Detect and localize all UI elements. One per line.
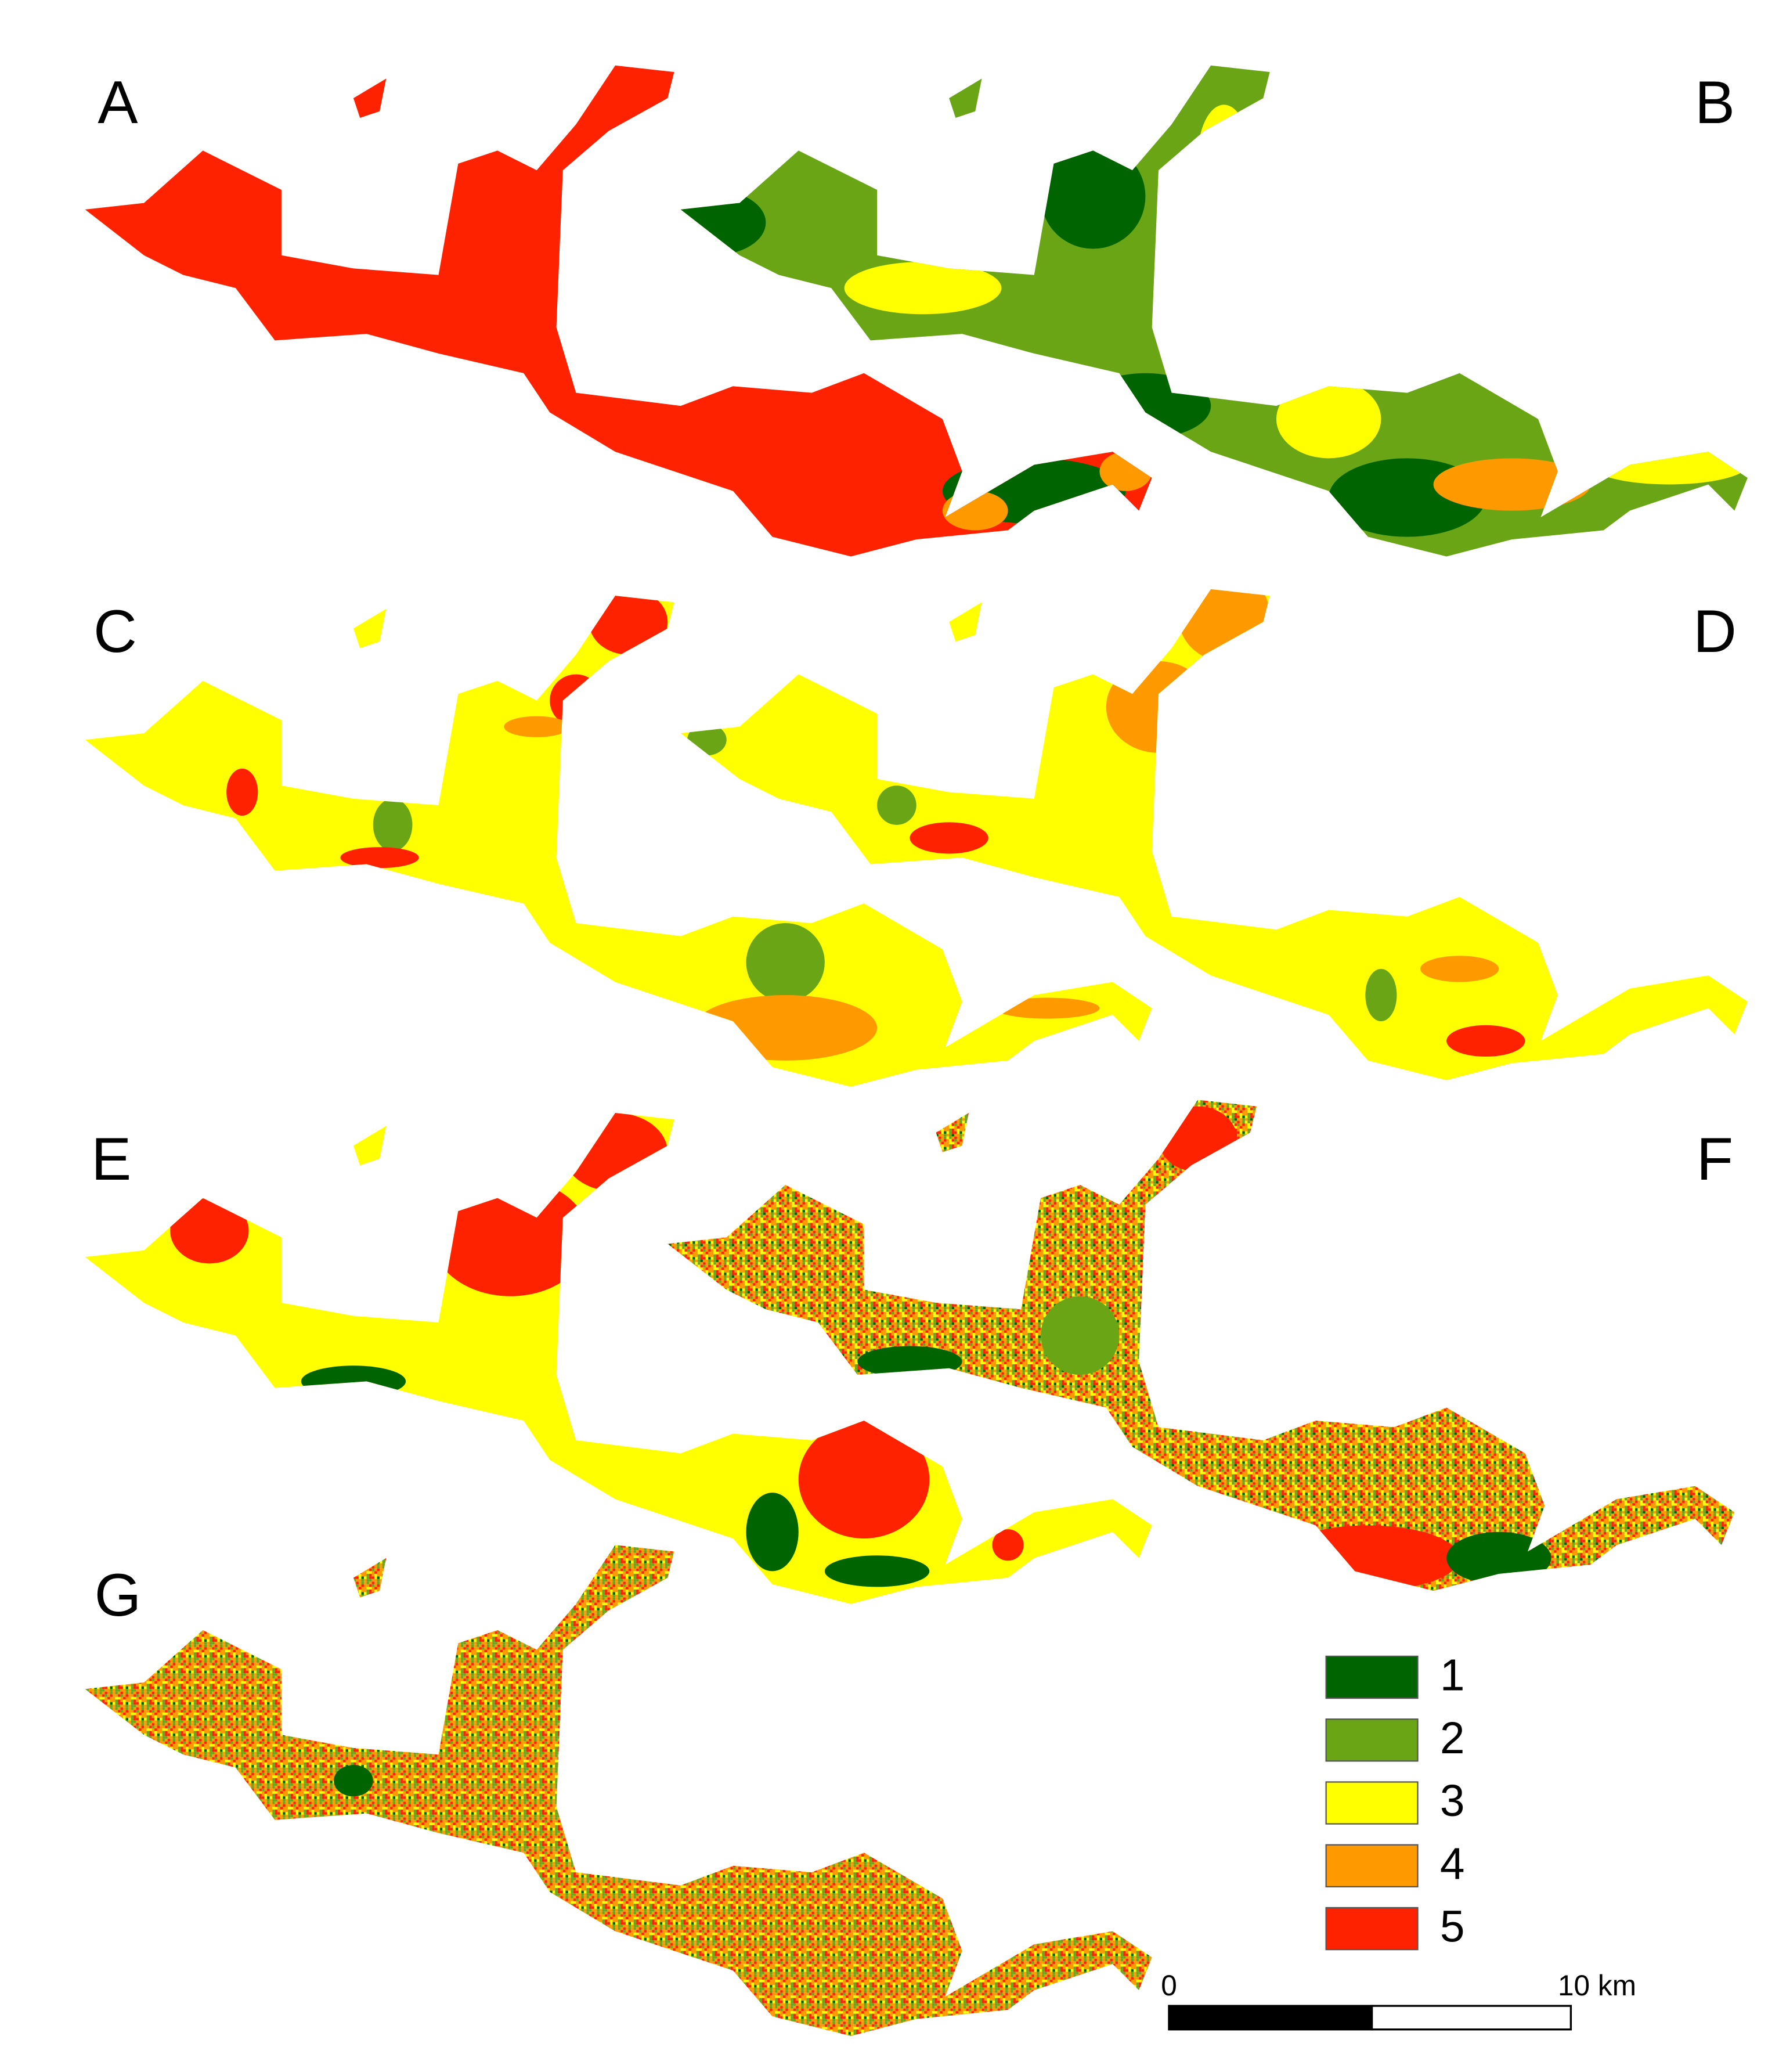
panel-label: G xyxy=(95,1561,142,1628)
map-zone xyxy=(589,596,668,655)
legend-label: 2 xyxy=(1440,1714,1465,1763)
map-zone xyxy=(1106,661,1211,753)
legend-swatch xyxy=(1325,1718,1419,1762)
panel-label: E xyxy=(91,1125,131,1192)
map-zone xyxy=(1158,1106,1237,1172)
map-zone xyxy=(340,847,419,869)
map-zone xyxy=(1197,104,1250,210)
legend: 1 2 3 4 5 xyxy=(1325,1651,1465,1952)
map-zone xyxy=(1446,1532,1551,1584)
map-panel xyxy=(85,1545,1152,2036)
legend-label: 5 xyxy=(1440,1902,1465,1952)
map-zone xyxy=(857,1346,962,1378)
map-panels xyxy=(85,65,1748,2036)
map-zone xyxy=(694,995,878,1061)
map-zone xyxy=(1365,968,1397,1022)
map-zone xyxy=(746,923,825,1002)
map-zone xyxy=(562,1112,668,1192)
map-zone xyxy=(1446,1025,1525,1057)
map-zone xyxy=(1099,452,1152,491)
map-zone xyxy=(687,724,727,756)
legend-label: 3 xyxy=(1440,1776,1465,1826)
legend-label: 4 xyxy=(1440,1839,1465,1889)
panel-label: D xyxy=(1693,597,1737,665)
map-panel xyxy=(85,1112,1152,1604)
map-zone xyxy=(910,822,988,854)
scale-end-label: 10 km xyxy=(1558,1969,1636,2002)
legend-swatch xyxy=(1325,1907,1419,1951)
map-zone xyxy=(942,491,1008,531)
map-zone xyxy=(824,1555,930,1587)
scale-bar-black xyxy=(1168,2005,1373,2031)
map-zones xyxy=(170,1112,1024,1587)
legend-label: 1 xyxy=(1440,1651,1465,1700)
map-zone xyxy=(1420,956,1499,982)
map-zone xyxy=(1590,445,1748,485)
legend-swatch xyxy=(1325,1781,1419,1825)
map-zone xyxy=(680,190,766,255)
legend-swatch xyxy=(1325,1844,1419,1888)
map-zone xyxy=(1433,458,1591,511)
map-zone xyxy=(170,1198,249,1264)
map-zones xyxy=(334,1765,373,1797)
map-zone xyxy=(844,262,1002,315)
map-zone xyxy=(746,1493,799,1572)
map-zone xyxy=(432,1178,589,1296)
map-zone xyxy=(373,798,413,851)
map-zone xyxy=(1040,1296,1120,1375)
map-zone xyxy=(1040,144,1146,249)
map-zone xyxy=(334,1765,373,1797)
map-zone xyxy=(877,785,916,825)
map-region xyxy=(85,1545,1152,2036)
scale-start-label: 0 xyxy=(1161,1969,1177,2002)
map-zone xyxy=(504,716,570,737)
map-zones xyxy=(942,452,1152,531)
map-zone xyxy=(226,768,258,816)
map-zone xyxy=(995,997,1100,1019)
panel-label: A xyxy=(98,69,138,136)
map-zone xyxy=(798,1420,930,1538)
panel-label: F xyxy=(1697,1125,1733,1192)
map-zone xyxy=(301,1365,406,1397)
scale-bar-white xyxy=(1370,2005,1572,2031)
map-zone xyxy=(1276,1525,1460,1591)
map-zone xyxy=(992,1529,1024,1561)
legend-swatch xyxy=(1325,1655,1419,1699)
map-zone xyxy=(1080,373,1211,439)
map-zone xyxy=(1178,589,1270,661)
map-zone xyxy=(1276,380,1381,459)
panel-label: B xyxy=(1695,69,1735,136)
panel-label: C xyxy=(93,597,137,665)
scale-bar: 0 10 km xyxy=(1161,1969,1636,2031)
